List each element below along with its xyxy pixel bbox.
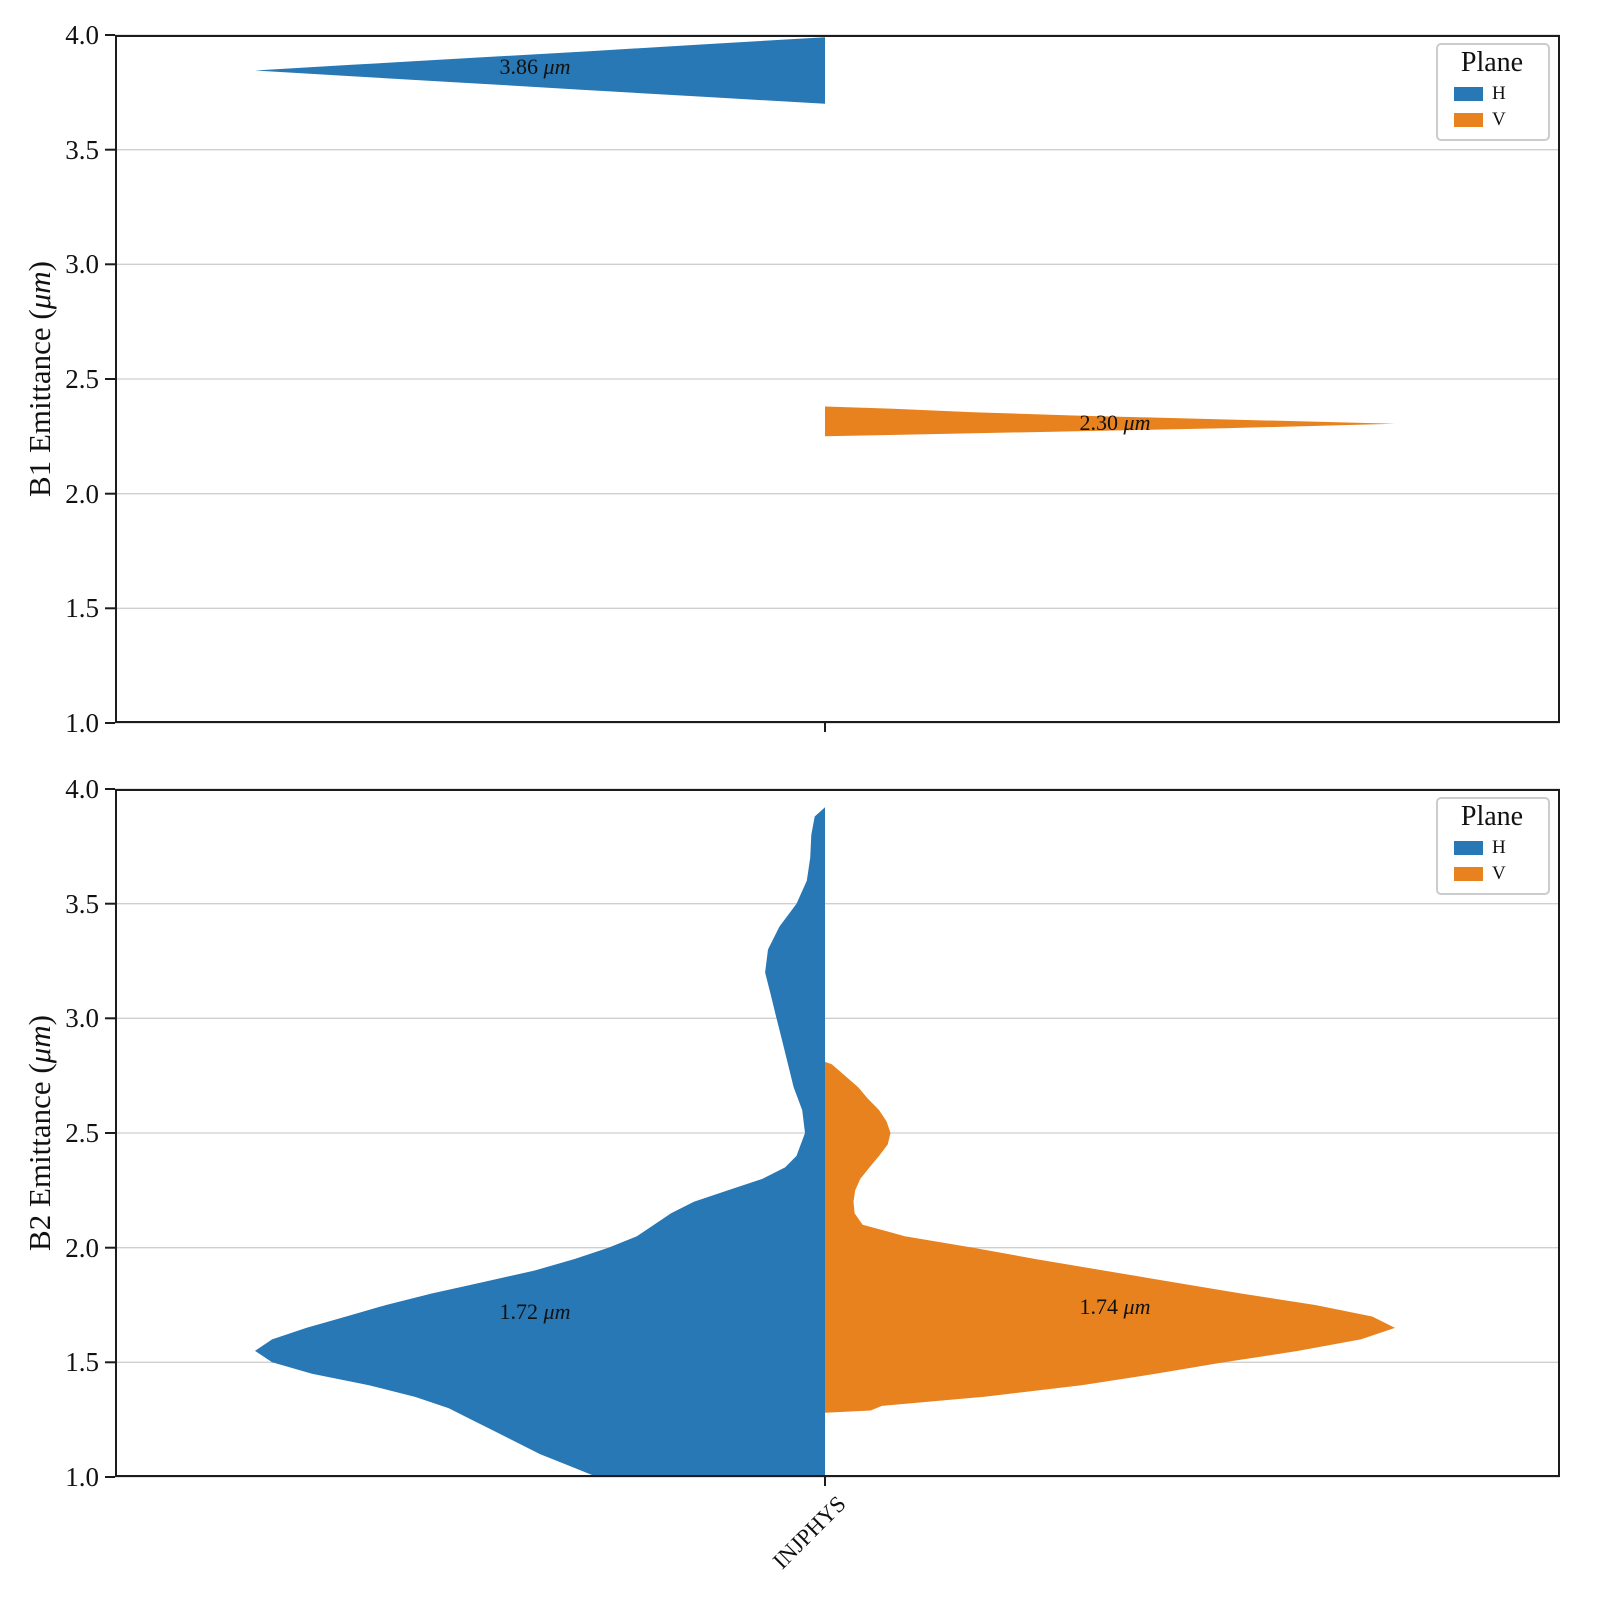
violin-plot-svg-b1 xyxy=(105,34,1560,732)
legend-b2: Plane H V xyxy=(1436,797,1550,895)
y-tick-label: 4.0 xyxy=(65,20,99,50)
legend-label-v: V xyxy=(1492,863,1506,884)
violin-plot-svg-b2 xyxy=(105,788,1560,1486)
peak-annotation-h: 1.72 μm xyxy=(500,1299,571,1325)
legend-entry-h: H xyxy=(1454,83,1536,105)
legend-title: Plane xyxy=(1460,801,1524,832)
peak-annotation-v: 2.30 μm xyxy=(1080,410,1151,436)
plot-area-b1: Plane H V 1.0 1.5 2.0 2.5 3.0 3.5 4.0 3.86 μm 2.… xyxy=(65,20,1560,738)
legend-entry-v: V xyxy=(1454,109,1536,131)
y-tick-label: 1.5 xyxy=(65,1347,99,1378)
y-axis-label-text: B2 Emittance ( xyxy=(22,1063,57,1251)
annotation-unit: μm xyxy=(1123,409,1151,435)
legend-entry-v: V xyxy=(1454,863,1536,885)
y-tick-label: 2.0 xyxy=(65,478,99,509)
peak-annotation-h: 3.86 μm xyxy=(500,54,571,80)
annotation-value: 3.86 xyxy=(499,54,544,80)
legend-swatch-h-icon xyxy=(1454,87,1483,101)
y-tick-label: 2.5 xyxy=(65,364,99,394)
annotation-value: 2.30 xyxy=(1079,409,1124,435)
y-tick-label: 1.0 xyxy=(65,708,99,738)
legend-entry-h: H xyxy=(1454,837,1536,859)
y-tick-label: 3.0 xyxy=(65,1003,99,1034)
annotation-value: 1.74 xyxy=(1079,1294,1124,1320)
y-tick-label: 3.5 xyxy=(65,134,99,165)
legend-swatch-h-icon xyxy=(1454,841,1483,855)
annotation-value: 1.72 xyxy=(499,1298,544,1324)
y-tick-label: 1.5 xyxy=(65,593,99,624)
y-axis-label-text: B1 Emittance ( xyxy=(22,309,57,497)
peak-annotation-v: 1.74 μm xyxy=(1080,1294,1151,1320)
legend-title: Plane xyxy=(1460,47,1524,78)
plot-area-b2: Plane H V INJPHYS 1.0 1.5 2.0 2.5 3.0 3.5 4.0 1… xyxy=(65,774,1560,1574)
y-tick-label: 2.5 xyxy=(65,1118,99,1148)
y-tick-label: 2.0 xyxy=(65,1232,99,1263)
y-tick-label: 4.0 xyxy=(65,774,99,804)
legend-swatch-v-icon xyxy=(1454,113,1483,127)
legend-swatch-v-icon xyxy=(1454,867,1483,881)
legend-label-v: V xyxy=(1492,109,1506,130)
y-tick-label: 1.0 xyxy=(65,1462,99,1492)
annotation-unit: μm xyxy=(543,54,571,80)
legend-label-h: H xyxy=(1492,83,1506,104)
legend-b1: Plane H V xyxy=(1436,43,1550,141)
annotation-unit: μm xyxy=(1123,1294,1151,1320)
legend-label-h: H xyxy=(1492,837,1506,858)
y-tick-label: 3.0 xyxy=(65,249,99,280)
annotation-unit: μm xyxy=(543,1298,571,1324)
x-tick-label-injphys: INJPHYS xyxy=(767,1491,851,1574)
y-tick-label: 3.5 xyxy=(65,888,99,919)
